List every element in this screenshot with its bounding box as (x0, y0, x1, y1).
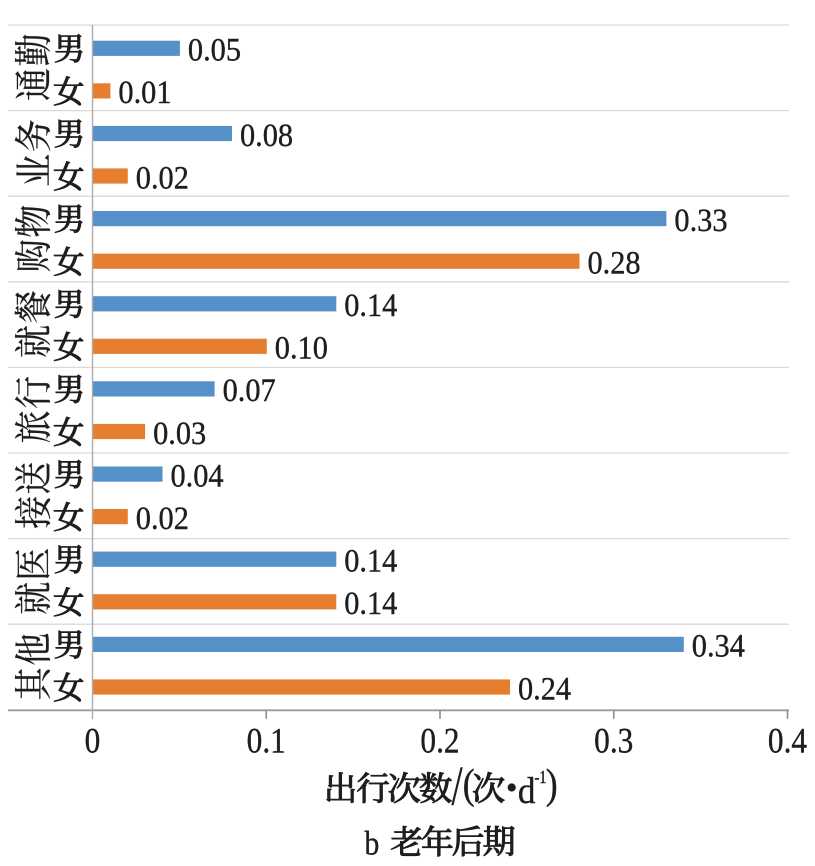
svg-text:): ) (546, 761, 558, 807)
svg-text:0.02: 0.02 (136, 500, 189, 536)
svg-text:b: b (365, 825, 380, 862)
svg-text:0.10: 0.10 (275, 329, 328, 365)
svg-text:0.04: 0.04 (171, 457, 224, 493)
svg-text:0.05: 0.05 (188, 31, 241, 67)
svg-text:0.28: 0.28 (588, 244, 641, 280)
svg-text:0.33: 0.33 (674, 202, 727, 238)
svg-text:d: d (518, 770, 536, 811)
svg-text:0.08: 0.08 (240, 117, 293, 153)
svg-text:0.14: 0.14 (344, 287, 397, 323)
svg-text:0.14: 0.14 (344, 585, 397, 621)
svg-text:0.4: 0.4 (768, 721, 807, 760)
svg-text:0.07: 0.07 (223, 372, 276, 408)
svg-text:-1: -1 (535, 766, 547, 787)
svg-text:0.02: 0.02 (136, 159, 189, 195)
svg-text:(: ( (463, 761, 475, 807)
svg-text:0.03: 0.03 (153, 415, 206, 451)
svg-text:0.1: 0.1 (247, 721, 286, 760)
svg-text:0.34: 0.34 (692, 628, 745, 664)
svg-text:0: 0 (85, 721, 101, 760)
svg-text:0.14: 0.14 (344, 542, 397, 578)
svg-text:0.2: 0.2 (420, 721, 459, 760)
svg-text:0.24: 0.24 (518, 670, 571, 706)
svg-text:0.01: 0.01 (118, 74, 171, 110)
svg-text:/: / (452, 755, 463, 817)
svg-text:0.3: 0.3 (594, 721, 633, 760)
